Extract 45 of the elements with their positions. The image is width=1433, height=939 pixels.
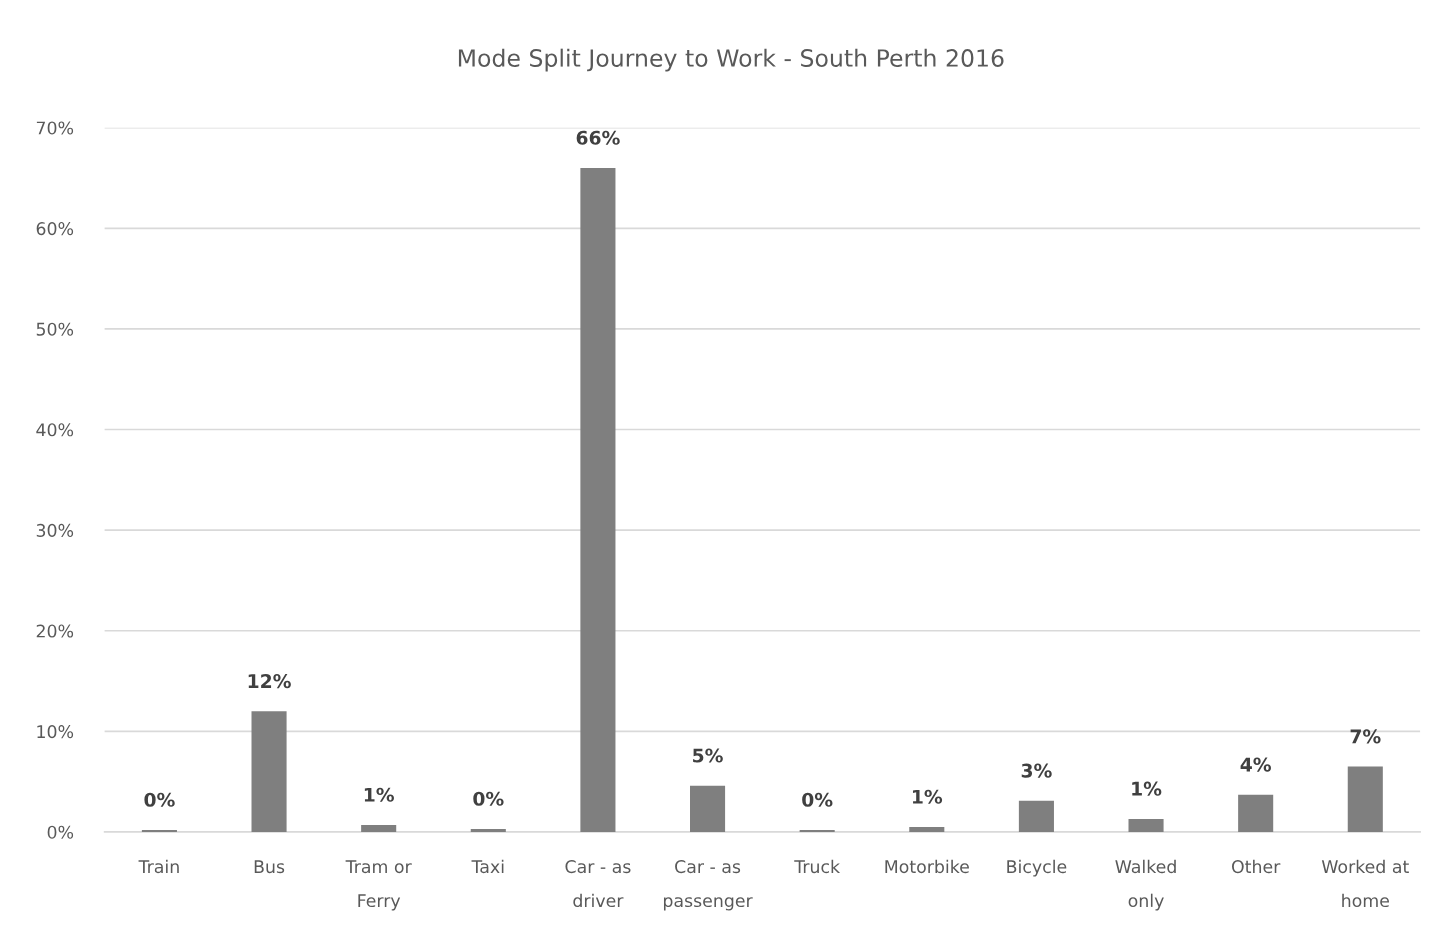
chart-title: Mode Split Journey to Work - South Perth 2016 xyxy=(458,48,1004,72)
y-tick-label: 10% xyxy=(37,725,74,739)
x-tick-label: Taxi xyxy=(471,859,504,874)
data-label: 1% xyxy=(364,787,394,802)
x-tick-label: Other xyxy=(1231,859,1281,874)
data-label: 0% xyxy=(473,791,504,806)
bar xyxy=(909,826,945,832)
bar xyxy=(251,711,287,832)
bar xyxy=(1128,818,1164,832)
x-tick-label: Truck xyxy=(794,859,841,874)
bar xyxy=(1018,800,1054,832)
data-label: 0% xyxy=(802,792,833,807)
bar xyxy=(470,828,506,832)
category-label: Tram or Ferry xyxy=(345,860,412,911)
x-tick-label: Car - as driver xyxy=(565,860,631,908)
y-tick-label: 70% xyxy=(36,121,74,135)
bar xyxy=(1347,766,1383,832)
y-tick-label: 0% xyxy=(47,825,74,839)
data-label: 4% xyxy=(1240,757,1271,772)
category-label: Car - as passenger xyxy=(663,860,753,911)
y-tick-label: 40% xyxy=(36,423,74,437)
data-label: 66% xyxy=(576,130,620,145)
bar xyxy=(1238,794,1274,832)
data-label: 1% xyxy=(1132,781,1162,796)
data-label: 1% xyxy=(912,789,943,804)
bar xyxy=(361,824,397,832)
data-label: 7% xyxy=(1350,729,1381,744)
y-tick-label: 60% xyxy=(36,222,74,236)
y-tick-label: 50% xyxy=(36,322,74,336)
x-tick-label: Walked only xyxy=(1115,859,1176,911)
x-tick-label: Bicycle xyxy=(1007,859,1067,877)
bar xyxy=(580,167,616,832)
x-tick-label: Motorbike xyxy=(885,859,969,874)
bar xyxy=(690,785,726,832)
x-tick-label: Worked at home xyxy=(1321,859,1409,908)
y-tick-label: 20% xyxy=(36,624,74,638)
bar xyxy=(141,829,177,832)
y-tick-label: 30% xyxy=(36,523,74,537)
data-label: 5% xyxy=(693,748,723,763)
bar xyxy=(799,829,835,832)
data-label: 3% xyxy=(1021,763,1052,778)
x-tick-label: Train xyxy=(138,859,179,874)
data-label: 0% xyxy=(144,792,175,807)
x-tick-label: Bus xyxy=(254,860,285,874)
data-label: 12% xyxy=(248,673,291,689)
